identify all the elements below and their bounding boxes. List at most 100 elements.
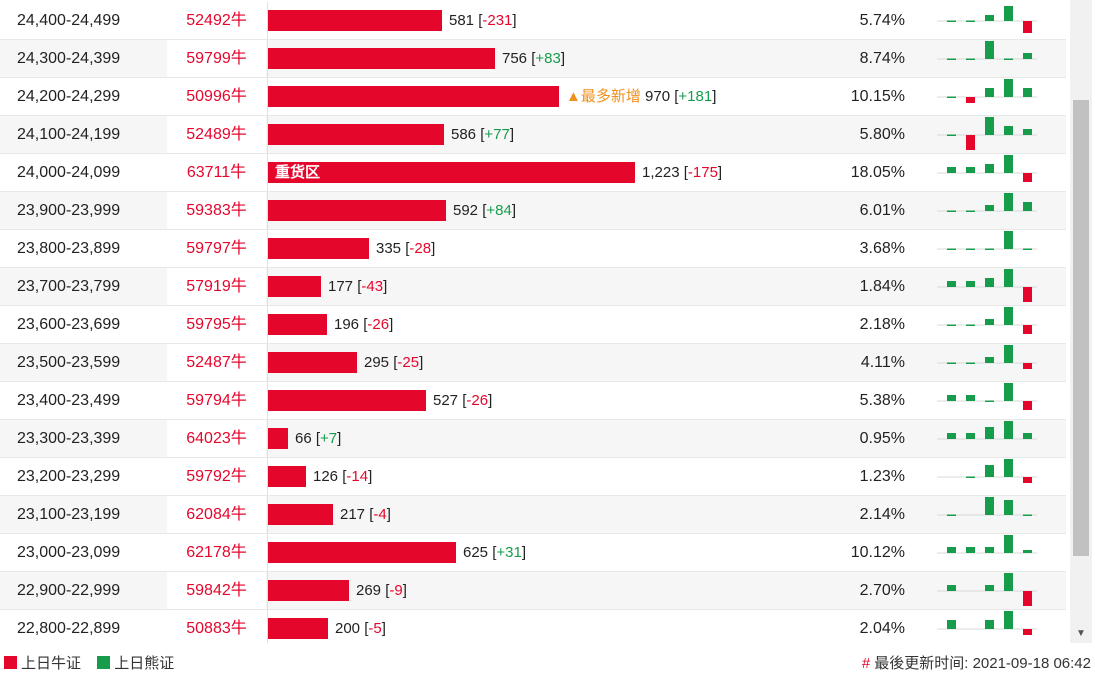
warrant-code[interactable]: 59792牛 — [167, 458, 266, 495]
sparkline-bar — [1023, 477, 1032, 483]
volume-value: 196 — [334, 316, 364, 333]
change-value: +181 — [678, 88, 713, 105]
history-sparkline — [937, 535, 1037, 554]
bar-cell: 335 [-28] — [267, 230, 828, 267]
volume-bar — [268, 580, 349, 601]
price-range: 24,200-24,299 — [17, 88, 121, 105]
warrant-code[interactable]: 59842牛 — [167, 572, 266, 609]
sparkline-bar — [985, 547, 994, 553]
volume-change: [+83] — [531, 50, 565, 67]
price-range: 23,100-23,199 — [17, 506, 121, 523]
sparkline-bar — [1023, 129, 1032, 135]
volume-text: 66 [+7] — [295, 420, 341, 457]
volume-text: 177 [-43] — [328, 268, 387, 305]
warrant-code[interactable]: 52487牛 — [167, 344, 266, 381]
change-value: +77 — [484, 126, 510, 143]
history-sparkline — [937, 497, 1037, 516]
table-row: 24,400-24,499 52492牛 581 [-231] 5.74% — [0, 2, 1066, 40]
sparkline-bar — [985, 400, 994, 402]
change-value: +7 — [320, 430, 338, 447]
warrant-code[interactable]: 59383牛 — [167, 192, 266, 229]
volume-value: 970 — [645, 88, 675, 105]
sparkline-bar — [1023, 363, 1032, 369]
history-sparkline — [937, 383, 1037, 410]
sparkline-bar — [947, 514, 956, 516]
volume-bar — [268, 10, 442, 31]
sparkline-bar — [985, 164, 994, 173]
volume-value: 295 — [364, 354, 394, 371]
sparkline-bar — [1004, 193, 1013, 211]
warrant-code[interactable]: 52489牛 — [167, 116, 266, 153]
sparkline-bar — [947, 395, 956, 401]
volume-change: [-14] — [342, 468, 373, 485]
history-sparkline — [937, 193, 1037, 212]
sparkline-bar — [985, 585, 994, 591]
sparkline-bar — [985, 427, 994, 439]
warrant-code[interactable]: 52492牛 — [167, 2, 266, 39]
sparkline-bar — [1023, 514, 1032, 516]
sparkline-bar — [966, 362, 975, 364]
table-row: 24,000-24,099 63711牛 重货区 1,223 [-175] 18.05% — [0, 154, 1066, 192]
history-sparkline — [937, 573, 1037, 606]
scroll-down-arrow-icon[interactable]: ▼ — [1076, 628, 1086, 639]
bar-cell: 586 [+77] — [267, 116, 828, 153]
volume-value: 581 — [449, 12, 479, 29]
price-range: 22,800-22,899 — [17, 620, 121, 637]
sparkline-bar — [1004, 79, 1013, 97]
scroll-thumb[interactable] — [1073, 100, 1089, 556]
warrant-code[interactable]: 59795牛 — [167, 306, 266, 343]
table-row: 23,800-23,899 59797牛 335 [-28] 3.68% — [0, 230, 1066, 268]
percent-share: 8.74% — [859, 50, 905, 67]
table-row: 23,700-23,799 57919牛 177 [-43] 1.84% — [0, 268, 1066, 306]
warrant-code[interactable]: 62178牛 — [167, 534, 266, 571]
sparkline-bar — [1023, 401, 1032, 410]
sparkline-bar — [1004, 6, 1013, 21]
volume-value: 586 — [451, 126, 481, 143]
history-sparkline — [937, 307, 1037, 334]
sparkline-bar — [966, 167, 975, 173]
volume-value: 217 — [340, 506, 370, 523]
volume-bar — [268, 504, 333, 525]
sparkline-bar — [966, 248, 975, 250]
warrant-code[interactable]: 50883牛 — [167, 610, 266, 643]
volume-value: 527 — [433, 392, 463, 409]
sparkline-bar — [947, 281, 956, 287]
warrant-code[interactable]: 50996牛 — [167, 78, 266, 115]
bar-cell: 269 [-9] — [267, 572, 828, 609]
change-value: -26 — [466, 392, 489, 409]
warrant-code[interactable]: 59799牛 — [167, 40, 266, 77]
volume-bar — [268, 276, 321, 297]
warrant-code[interactable]: 57919牛 — [167, 268, 266, 305]
warrant-code[interactable]: 59797牛 — [167, 230, 266, 267]
price-range: 24,400-24,499 — [17, 12, 121, 29]
history-sparkline — [937, 155, 1037, 182]
vertical-scrollbar[interactable]: ▼ — [1070, 0, 1092, 643]
warrant-code[interactable]: 59794牛 — [167, 382, 266, 419]
bar-cell: 592 [+84] — [267, 192, 828, 229]
change-value: -9 — [389, 582, 403, 599]
volume-bar — [268, 314, 327, 335]
sparkline-bar — [947, 585, 956, 591]
change-value: -14 — [346, 468, 369, 485]
sparkline-bar — [1023, 173, 1032, 182]
price-range: 23,700-23,799 — [17, 278, 121, 295]
sparkline-bar — [1004, 345, 1013, 363]
sparkline-bar — [985, 319, 994, 325]
warrant-code[interactable]: 62084牛 — [167, 496, 266, 533]
volume-change: [-28] — [405, 240, 436, 257]
price-range: 23,000-23,099 — [17, 544, 121, 561]
warrant-code[interactable]: 63711牛 — [167, 154, 266, 191]
percent-share: 5.38% — [859, 392, 905, 409]
table-row: 23,900-23,999 59383牛 592 [+84] 6.01% — [0, 192, 1066, 230]
sparkline-bar — [1023, 287, 1032, 302]
heavy-zone-label: 重货区 — [275, 164, 321, 181]
table-row: 22,800-22,899 50883牛 200 [-5] 2.04% — [0, 610, 1066, 643]
percent-share: 1.84% — [859, 278, 905, 295]
history-sparkline — [937, 231, 1037, 250]
sparkline-bar — [947, 547, 956, 553]
sparkline-bar — [947, 210, 956, 212]
scroll-up-button[interactable] — [1070, 0, 1092, 18]
sparkline-bar — [985, 465, 994, 477]
percent-share: 10.12% — [850, 544, 905, 561]
warrant-code[interactable]: 64023牛 — [167, 420, 266, 457]
